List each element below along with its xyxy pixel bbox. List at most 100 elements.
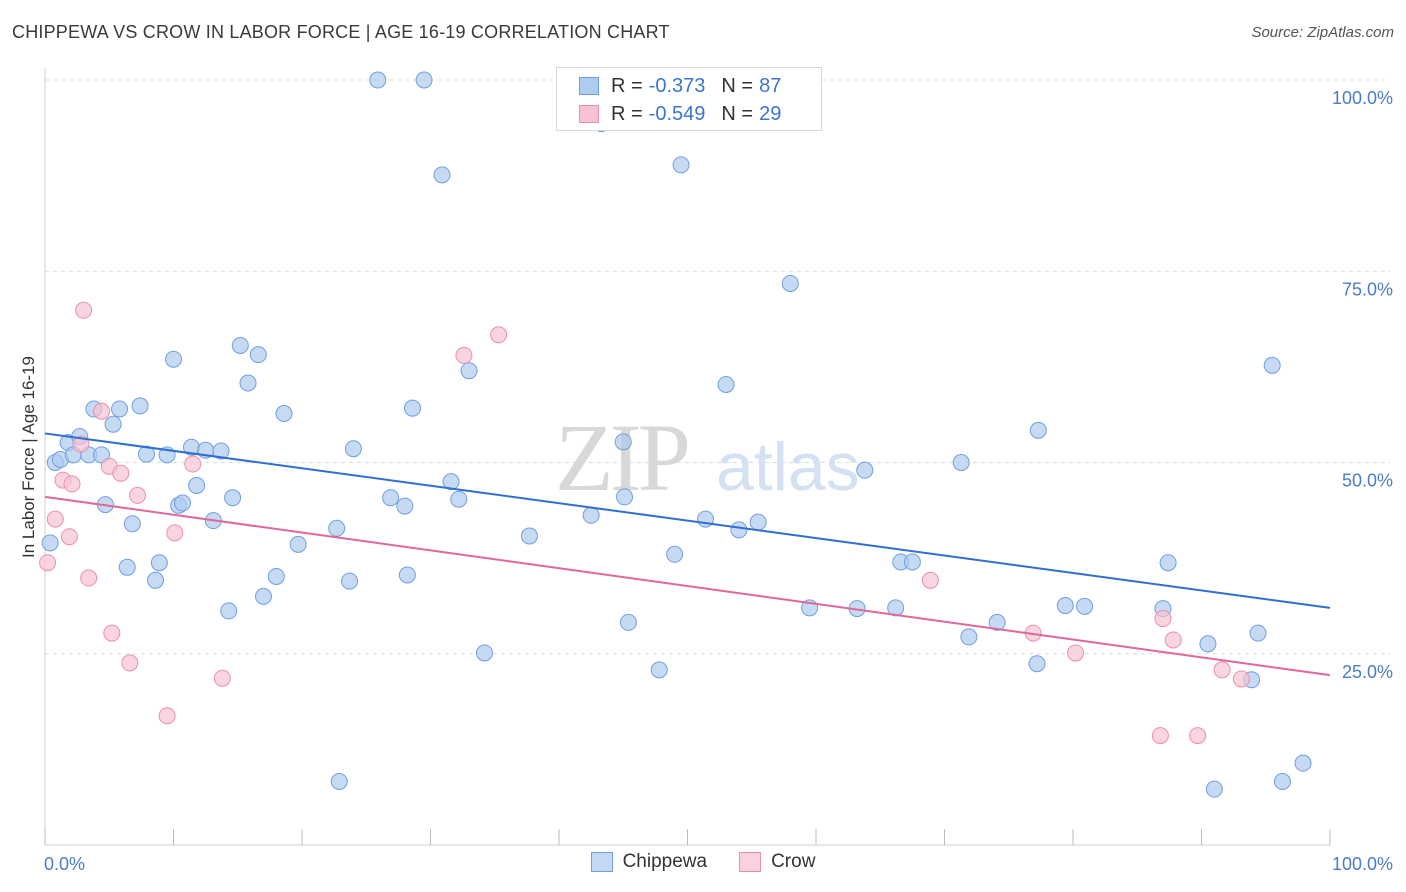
chippewa-point <box>1159 554 1177 572</box>
chippewa-point <box>619 613 637 631</box>
crow-point <box>1189 727 1207 745</box>
chippewa-point <box>582 506 600 524</box>
chippewa-point <box>147 571 165 589</box>
chippewa-point <box>1263 356 1281 374</box>
chippewa-point <box>344 440 362 458</box>
chippewa-point <box>1056 597 1074 615</box>
legend-item-crow: Crow <box>739 851 815 873</box>
crow-swatch <box>579 105 599 123</box>
legend-r-label: R = <box>611 74 643 97</box>
chippewa-point <box>150 554 168 572</box>
legend-r-value: -0.549 <box>648 102 706 125</box>
legend-n-value: 87 <box>759 74 782 97</box>
chippewa-point <box>254 587 272 605</box>
crow-point <box>93 402 111 420</box>
legend-n-label: N = <box>721 74 754 97</box>
chippewa-point <box>239 374 257 392</box>
crow-point <box>1067 644 1085 662</box>
crow-point <box>490 326 508 344</box>
chippewa-point <box>520 527 538 545</box>
stats-legend: R = -0.373 N = 87 R = -0.549 N = 29 <box>556 67 822 131</box>
legend-r-value: -0.373 <box>648 74 706 97</box>
crow-point <box>1213 661 1231 679</box>
chippewa-point <box>1028 655 1046 673</box>
axes <box>44 68 1331 846</box>
chippewa-point <box>165 350 182 368</box>
chippewa-point <box>672 156 690 174</box>
chippewa-point <box>988 613 1006 631</box>
legend-r-label: R = <box>611 102 643 125</box>
legend-row-crow: R = -0.549 N = 29 <box>579 100 797 128</box>
y-tick-label: 50.0% <box>1342 471 1393 491</box>
chippewa-point <box>616 488 634 506</box>
crow-point <box>46 510 64 528</box>
chippewa-point <box>749 513 767 531</box>
legend-n-value: 29 <box>759 102 782 125</box>
chippewa-point <box>1076 597 1094 615</box>
data-points <box>39 71 1312 798</box>
crow-point <box>1164 631 1182 649</box>
crow-point <box>213 669 231 687</box>
crow-point <box>63 475 81 493</box>
crow-point <box>60 528 78 546</box>
chippewa-point <box>220 602 238 620</box>
chippewa-point <box>396 497 414 515</box>
chippewa-point <box>131 397 149 415</box>
crow-point <box>166 524 184 542</box>
chippewa-legend-swatch <box>590 852 613 872</box>
crow-trend-line <box>44 495 1331 677</box>
chippewa-point <box>231 336 249 354</box>
chippewa-point <box>173 494 191 512</box>
crow-point <box>39 554 57 572</box>
x-tick-label: 100.0% <box>1332 854 1393 874</box>
chippewa-point <box>614 433 632 451</box>
chippewa-point <box>328 519 346 537</box>
crow-point <box>455 346 473 364</box>
chippewa-point <box>267 567 285 585</box>
chippewa-point <box>404 399 422 417</box>
chippewa-point <box>952 454 970 471</box>
legend-row-chippewa: R = -0.373 N = 87 <box>579 72 797 100</box>
chippewa-point <box>650 661 668 679</box>
chippewa-point <box>1249 624 1267 642</box>
y-tick-label: 75.0% <box>1342 279 1393 299</box>
chippewa-point <box>1294 754 1312 772</box>
chippewa-point <box>330 773 348 791</box>
watermark: ZIP atlas <box>555 404 860 511</box>
chippewa-swatch <box>579 77 599 95</box>
chippewa-point <box>104 415 122 433</box>
crow-point <box>1154 610 1172 628</box>
chippewa-point <box>1029 421 1047 439</box>
chippewa-point <box>118 558 136 576</box>
series-legend: Chippewa Crow <box>0 851 1406 873</box>
trend-lines <box>44 432 1331 677</box>
watermark-atlas: atlas <box>716 429 860 505</box>
legend-label-crow: Crow <box>771 851 816 872</box>
y-tick-label: 100.0% <box>1332 88 1393 108</box>
chippewa-point <box>450 490 468 508</box>
source-label: Source: ZipAtlas.com <box>1251 24 1394 41</box>
legend-label-chippewa: Chippewa <box>622 851 708 872</box>
grid-lines <box>45 79 1390 655</box>
chippewa-point <box>717 375 735 393</box>
crow-point <box>158 707 176 725</box>
chippewa-point <box>903 553 921 571</box>
crow-point <box>1151 727 1169 745</box>
crow-point <box>921 571 939 589</box>
chippewa-point <box>123 515 141 533</box>
chippewa-point <box>382 489 400 507</box>
crow-point <box>129 486 147 504</box>
legend-n-label: N = <box>721 102 754 125</box>
chippewa-point <box>341 572 359 590</box>
tick-labels: 25.0% 50.0% 75.0% 100.0% 0.0% 100.0% In Labor … <box>19 88 1393 874</box>
crow-point <box>80 569 98 587</box>
x-tick-label: 0.0% <box>44 854 85 874</box>
chippewa-point <box>398 566 416 584</box>
chippewa-point <box>1199 635 1217 653</box>
crow-point <box>72 435 90 453</box>
chippewa-point <box>415 71 433 89</box>
legend-item-chippewa: Chippewa <box>590 851 708 873</box>
crow-point <box>121 654 139 672</box>
chippewa-point <box>1205 780 1223 798</box>
crow-point <box>75 301 93 319</box>
